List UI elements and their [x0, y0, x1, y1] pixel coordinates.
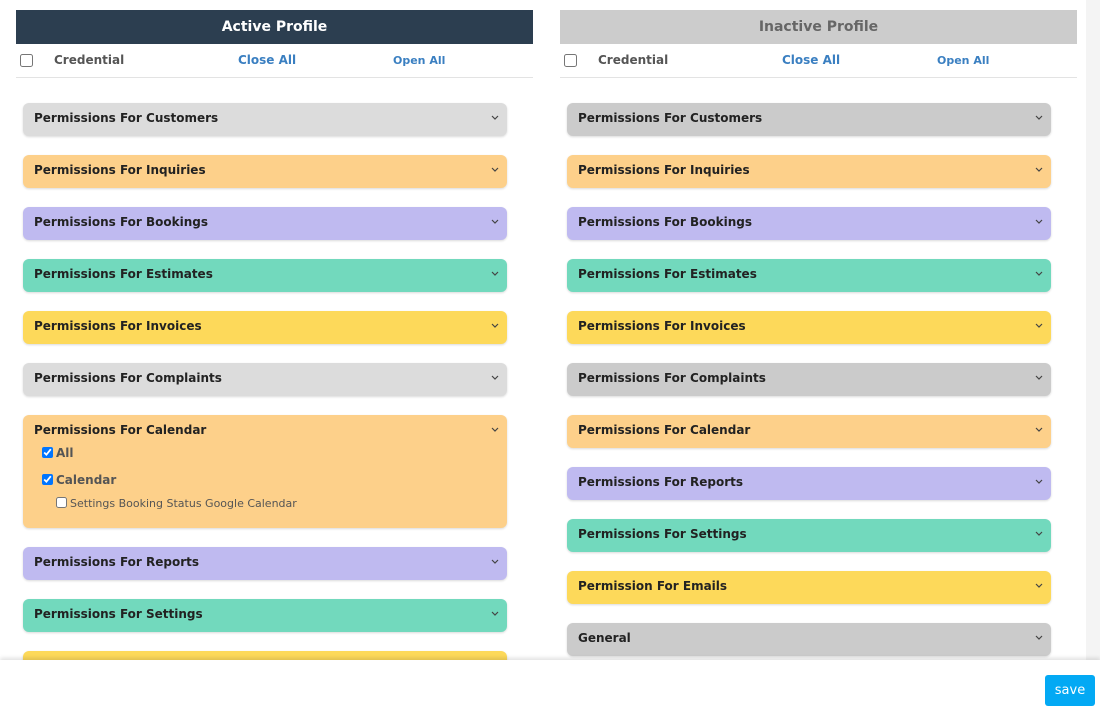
accordion[interactable]: Permissions For Bookings [567, 207, 1051, 240]
chevron [491, 115, 499, 120]
chevron [491, 219, 499, 224]
accordion[interactable]: Permissions For Estimates [567, 259, 1051, 292]
accordion[interactable]: Permissions For Settings [23, 599, 507, 632]
chevron [1035, 323, 1043, 328]
chevron [491, 427, 499, 432]
open-all[interactable]: Open All [937, 54, 990, 67]
accordion-title: Permissions For Bookings [34, 215, 209, 229]
header-row: Credential Close All Open All [16, 44, 533, 78]
accordion-title: Permissions For Calendar [578, 423, 751, 437]
accordion-title: Permission For Emails [34, 659, 183, 660]
chevron [1035, 115, 1043, 120]
footer: save [0, 660, 1100, 718]
accordion-title: Permissions For Customers [578, 111, 763, 125]
active-panel: Active Profile Credential Close All Open… [16, 10, 533, 660]
option-checkbox[interactable] [42, 474, 53, 485]
accordion[interactable]: Permissions For Reports [567, 467, 1051, 500]
chevron [491, 559, 499, 564]
header-row: Credential Close All Open All [560, 44, 1077, 78]
accordion[interactable]: Permissions For Complaints [23, 363, 507, 396]
accordion-title: General [578, 631, 631, 645]
chevron [1035, 375, 1043, 380]
credential-label: Credential [54, 53, 125, 67]
accordion-title: Permission For Emails [578, 579, 728, 593]
chevron [491, 375, 499, 380]
save-button[interactable]: save [1045, 675, 1095, 706]
accordion[interactable]: Permissions For Settings [567, 519, 1051, 552]
chevron [1035, 167, 1043, 172]
accordion-title: Permissions For Settings [578, 527, 747, 541]
accordion-title: Permissions For Inquiries [578, 163, 750, 177]
chevron [1035, 531, 1043, 536]
accordion[interactable]: Permission For Emails [23, 651, 507, 660]
credential-label: Credential [598, 53, 669, 67]
option-label: Settings Booking Status Google Calendar [70, 497, 297, 510]
panel-title: Inactive Profile [560, 10, 1077, 44]
chevron [1035, 583, 1043, 588]
option-label: All [56, 446, 74, 460]
accordion-title: Permissions For Invoices [578, 319, 746, 333]
chevron [1035, 219, 1043, 224]
accordion-title: Permissions For Estimates [578, 267, 757, 281]
accordion[interactable]: General [567, 623, 1051, 656]
accordion[interactable]: Permissions For Calendar [567, 415, 1051, 448]
inactive-panel: Inactive Profile Credential Close All Op… [560, 10, 1077, 656]
accordion[interactable]: Permission For Emails [567, 571, 1051, 604]
chevron [1035, 479, 1043, 484]
accordion[interactable]: Permissions For Invoices [567, 311, 1051, 344]
accordion-title: Permissions For Reports [578, 475, 744, 489]
accordion-title: Permissions For Settings [34, 607, 203, 621]
permission-option[interactable]: All [42, 446, 74, 460]
content: Active Profile Credential Close All Open… [16, 0, 1100, 660]
accordion[interactable]: Permissions For Reports [23, 547, 507, 580]
accordion[interactable]: Permissions For Customers [567, 103, 1051, 136]
chevron [491, 323, 499, 328]
accordion-title: Permissions For Complaints [578, 371, 766, 385]
credential-checkbox[interactable] [20, 54, 33, 67]
accordion[interactable]: Permissions For Inquiries [567, 155, 1051, 188]
permission-option[interactable]: Calendar [42, 473, 116, 487]
accordion[interactable]: Permissions For Inquiries [23, 155, 507, 188]
accordion-title: Permissions For Calendar [34, 423, 207, 437]
chevron [491, 611, 499, 616]
chevron [1035, 427, 1043, 432]
scrollbar [1086, 0, 1100, 660]
accordion-title: Permissions For Invoices [34, 319, 202, 333]
accordion-title: Permissions For Inquiries [34, 163, 206, 177]
chevron [491, 271, 499, 276]
accordion[interactable]: Permissions For Estimates [23, 259, 507, 292]
credential-checkbox[interactable] [564, 54, 577, 67]
accordion-title: Permissions For Customers [34, 111, 219, 125]
chevron [1035, 635, 1043, 640]
option-checkbox[interactable] [42, 447, 53, 458]
accordion-title: Permissions For Reports [34, 555, 200, 569]
open-all[interactable]: Open All [393, 54, 446, 67]
panel-title: Active Profile [16, 10, 533, 44]
accordion[interactable]: Permissions For Calendar All Calendar Setti… [23, 415, 507, 528]
accordion[interactable]: Permissions For Bookings [23, 207, 507, 240]
chevron [1035, 271, 1043, 276]
close-all[interactable]: Close All [238, 53, 297, 67]
permission-option[interactable]: Settings Booking Status Google Calendar [56, 497, 297, 510]
chevron [491, 167, 499, 172]
option-label: Calendar [56, 473, 117, 487]
accordion[interactable]: Permissions For Customers [23, 103, 507, 136]
accordion[interactable]: Permissions For Complaints [567, 363, 1051, 396]
option-checkbox[interactable] [56, 497, 67, 508]
close-all[interactable]: Close All [782, 53, 841, 67]
accordion-title: Permissions For Complaints [34, 371, 222, 385]
accordion[interactable]: Permissions For Invoices [23, 311, 507, 344]
accordion-title: Permissions For Bookings [578, 215, 753, 229]
accordion-title: Permissions For Estimates [34, 267, 213, 281]
